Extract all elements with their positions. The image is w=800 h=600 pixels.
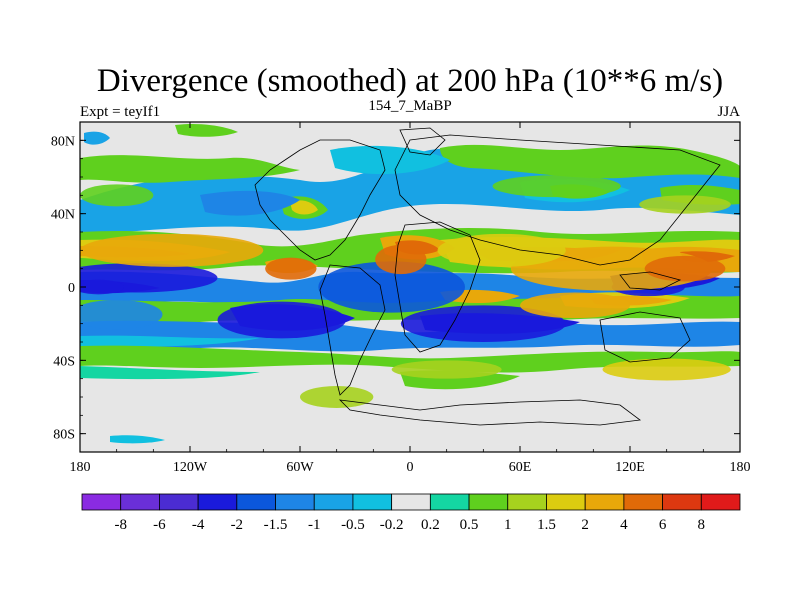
patch-arctic-green	[175, 123, 238, 137]
coastline-africa	[394, 221, 481, 353]
field-patch-13	[520, 292, 630, 319]
y-tick-label-0: 80N	[51, 134, 75, 149]
x-tick-label-3: 0	[407, 460, 414, 475]
colorbar-box-9	[429, 493, 470, 511]
field-patch-17	[300, 386, 374, 408]
colorbar-box-10	[468, 493, 509, 511]
colorbar-box-4	[236, 493, 276, 511]
x-tick-label-6: 180	[730, 460, 751, 475]
colorbar-box-0	[81, 493, 122, 511]
colorbar-label-10: 1	[504, 517, 512, 533]
x-tick-label-2: 60W	[286, 460, 314, 475]
x-axis: 180 120W 60W 0 60E 120E 180	[70, 122, 751, 475]
y-tick-label-3: 40S	[53, 354, 75, 369]
map-field	[80, 122, 740, 452]
field-patch-18	[391, 360, 502, 379]
colorbar-label-0: -8	[114, 517, 127, 533]
field-patch-8	[510, 246, 713, 291]
colorbar-box-5	[275, 493, 315, 511]
patch-arctic-cyan	[84, 131, 110, 145]
field-patch-2	[80, 233, 264, 267]
colorbar-label-12: 2	[581, 517, 589, 533]
colorbar-box-7	[352, 493, 393, 511]
chart-title: Divergence (smoothed) at 200 hPa (10**6 …	[97, 63, 723, 99]
coastline-greenland	[399, 127, 446, 156]
run-id-label: 154_7_MaBP	[368, 98, 451, 114]
field-patch-9	[644, 255, 726, 282]
colorbar-box-15	[662, 493, 702, 511]
colorbar-label-15: 8	[698, 517, 706, 533]
patch-northwest-blue	[200, 190, 300, 216]
band-north-green	[80, 155, 300, 183]
colorbar-box-6	[313, 493, 354, 511]
patch-europe-cyan	[330, 145, 450, 175]
field-patch-1	[80, 279, 124, 295]
field-patch-0	[80, 263, 218, 293]
field-patch-19	[602, 358, 731, 381]
colorbar-label-9: 0.5	[460, 517, 479, 533]
colorbar-box-14	[623, 493, 663, 511]
y-tick-label-1: 40N	[51, 208, 75, 223]
field-patch-10	[437, 233, 566, 267]
colorbar-label-3: -2	[231, 517, 244, 533]
colorbar-label-14: 6	[659, 517, 667, 533]
colorbar-label-13: 4	[620, 517, 628, 533]
y-tick-label-4: 80S	[53, 428, 75, 443]
field-patch-5	[318, 261, 465, 313]
colorbar-box-12	[546, 493, 586, 511]
coastlines	[254, 127, 721, 426]
colorbar-box-3	[197, 493, 238, 511]
y-tick-label-2: 0	[68, 281, 75, 296]
season-label: JJA	[717, 104, 740, 120]
band-south-high-cyan	[80, 366, 260, 380]
band-south-high-green	[80, 345, 740, 373]
patch-south-cyan	[80, 335, 260, 347]
colorbar-label-6: -0.5	[341, 517, 365, 533]
field-patch-14	[80, 184, 154, 207]
colorbar: -8 -6 -4 -2 -1.5 -1 -0.5 -0.2 0.2 0.5 1 1.5 2 4 6 8	[81, 493, 741, 533]
field-patch-3	[80, 299, 163, 330]
band-north-green-east	[440, 144, 740, 179]
field-patch-16	[639, 195, 731, 214]
x-tick-label-4: 60E	[509, 460, 532, 475]
colorbar-label-2: -4	[192, 517, 205, 533]
field-patch-15	[492, 175, 621, 198]
patch-antarctic-cyan	[110, 435, 165, 444]
colorbar-label-5: -1	[308, 517, 321, 533]
patch-north-pacific-yellow	[290, 200, 318, 215]
field-patch-11	[375, 244, 427, 275]
field-bands	[80, 123, 740, 444]
x-tick-label-5: 120E	[615, 460, 645, 475]
colorbar-box-16	[700, 493, 741, 511]
coastline-antarctica	[338, 399, 642, 426]
field-patch-6	[400, 305, 566, 342]
colorbar-box-11	[507, 493, 547, 511]
coastline-australia	[599, 311, 691, 363]
colorbar-label-8: 0.2	[421, 517, 440, 533]
coastline-indonesia	[619, 271, 682, 291]
colorbar-label-4: -1.5	[264, 517, 288, 533]
colorbar-label-7: -0.2	[380, 517, 404, 533]
coastline-south-america	[319, 264, 386, 396]
colorbar-box-2	[159, 493, 199, 511]
field-patch-4	[217, 301, 346, 339]
colorbar-box-1	[120, 493, 160, 511]
y-axis: 80N 40N 0 40S 80S	[51, 121, 740, 453]
coastline-eurasia	[394, 134, 721, 266]
colorbar-box-13	[584, 493, 625, 511]
colorbar-label-1: -6	[153, 517, 166, 533]
colorbar-box-8	[391, 493, 431, 511]
coastline-north-america	[254, 139, 386, 261]
colorbar-label-11: 1.5	[537, 517, 556, 533]
field-patch-12	[265, 257, 317, 280]
experiment-label: Expt = teyIf1	[80, 104, 160, 120]
x-tick-label-1: 120W	[173, 460, 208, 475]
x-tick-label-0: 180	[70, 460, 91, 475]
